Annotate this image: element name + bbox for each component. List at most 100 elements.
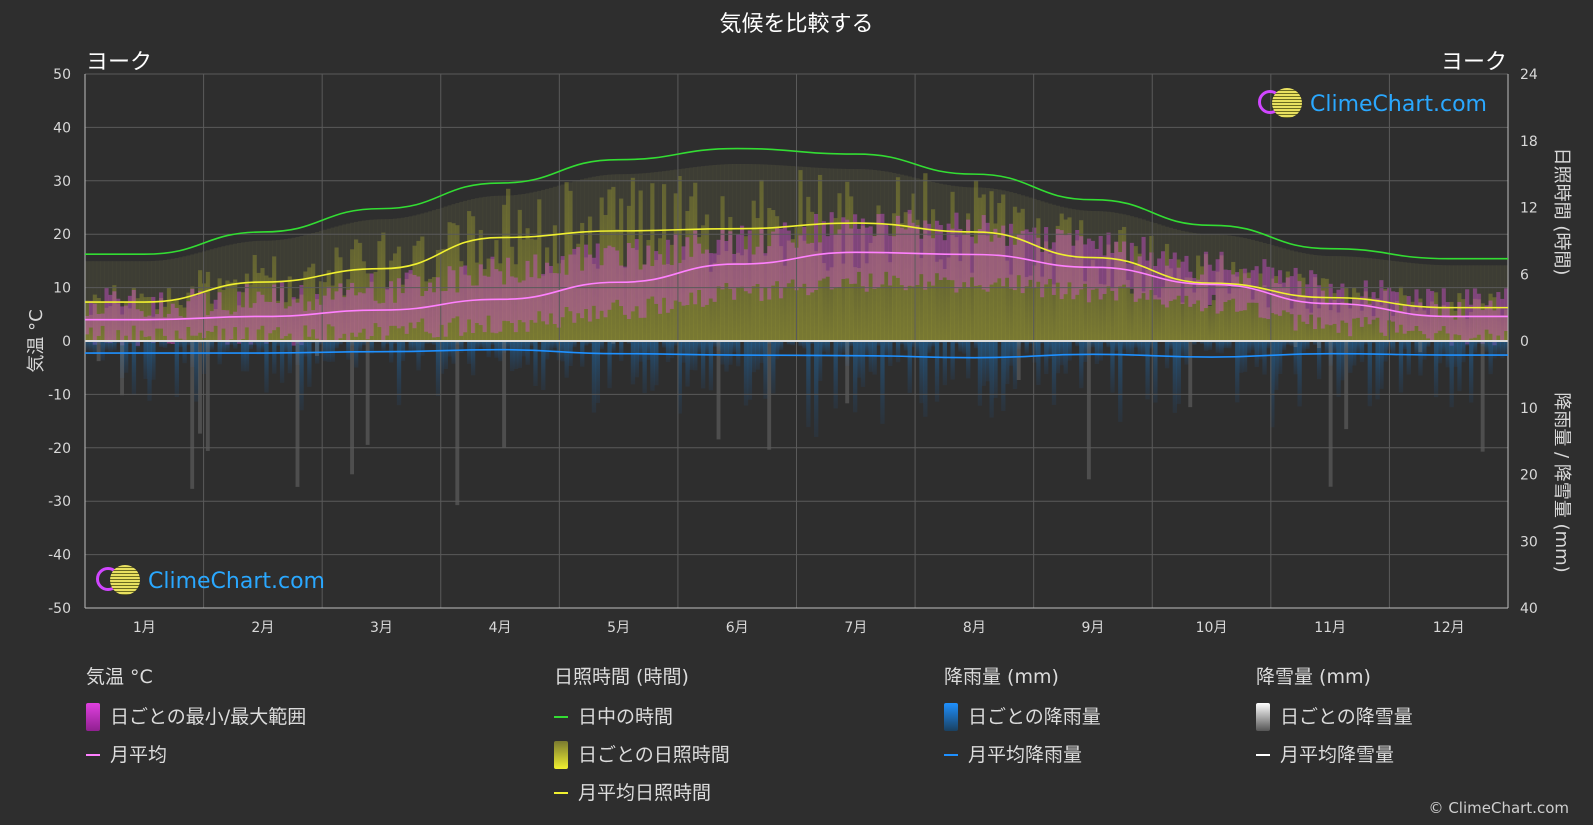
rain-bar xyxy=(732,341,737,353)
sunshine-bar xyxy=(934,261,940,341)
temp-range-bar xyxy=(213,299,218,326)
rain-bar xyxy=(1180,341,1185,356)
sunshine-bar xyxy=(1129,293,1135,341)
sunshine-bar xyxy=(482,269,487,341)
temp-range-bar xyxy=(498,271,503,332)
rain-bar xyxy=(272,341,277,374)
sunshine-bar xyxy=(1219,255,1224,341)
temp-range-bar xyxy=(833,234,838,289)
temp-range-bar xyxy=(790,242,795,280)
temp-range-bar xyxy=(1145,260,1150,300)
temp-range-bar xyxy=(88,300,94,328)
sunshine-bar xyxy=(778,246,784,341)
sunshine-bar xyxy=(693,182,698,341)
sunshine-bar xyxy=(837,193,842,341)
rain-bar xyxy=(1476,341,1482,345)
temp-range-bar xyxy=(311,310,316,330)
temp-range-bar xyxy=(1231,274,1236,299)
rain-bar xyxy=(864,341,870,355)
temp-range-bar xyxy=(1472,288,1478,338)
rain-bar xyxy=(1449,341,1454,408)
sunshine-bar xyxy=(853,267,858,341)
sunshine-bar xyxy=(1102,284,1107,341)
rain-bar xyxy=(1465,341,1470,347)
sunshine-bar xyxy=(1277,283,1283,341)
rain-bar xyxy=(802,341,807,349)
brand-logo-top[interactable]: ClimeChart.com xyxy=(1258,88,1487,120)
temp-range-bar xyxy=(720,229,725,290)
temp-range-bar xyxy=(958,228,963,289)
legend-label: 月平均 xyxy=(110,744,168,766)
rain-bar xyxy=(697,341,702,353)
sunshine-bar xyxy=(755,218,760,341)
rain-bar xyxy=(931,341,936,347)
sunshine-bar xyxy=(112,285,117,341)
rain-bar xyxy=(837,341,842,357)
temp-range-bar xyxy=(1457,302,1462,336)
temp-range-bar xyxy=(623,266,628,315)
temp-range-bar xyxy=(377,303,382,328)
temp-range-bar xyxy=(1437,317,1443,331)
sunshine-bar xyxy=(92,294,98,341)
x-month-label: 6月 xyxy=(726,620,749,636)
sunshine-bar xyxy=(326,270,332,341)
temp-range-bar xyxy=(681,246,686,306)
daylight-bar xyxy=(591,176,597,341)
temp-range-bar xyxy=(533,254,538,323)
daylight-bar xyxy=(283,239,289,341)
y-right-sunshine-tick-label: 12 xyxy=(1520,201,1538,217)
temp-range-bar xyxy=(194,295,199,336)
sunshine-bar xyxy=(1028,275,1033,341)
temp-range-bar xyxy=(677,263,682,302)
daylight-bar xyxy=(400,217,406,341)
rain-bar xyxy=(209,341,215,350)
sunshine-bar xyxy=(611,186,616,341)
brand-logo-bottom[interactable]: ClimeChart.com xyxy=(96,565,325,597)
temp-range-bar xyxy=(903,229,909,291)
sunshine-bar xyxy=(509,246,515,341)
rain-bar xyxy=(474,341,480,350)
rain-bar xyxy=(1406,341,1411,375)
rain-bar xyxy=(591,341,597,413)
rain-bar xyxy=(817,341,823,382)
sunshine-bar xyxy=(365,273,370,341)
temp-range-bar xyxy=(162,317,168,336)
temp-range-bar xyxy=(638,269,643,318)
sunshine-bar xyxy=(1301,277,1306,341)
temp-range-bar xyxy=(279,282,285,339)
legend-label: 月平均日照時間 xyxy=(578,782,712,804)
temp-range-bar xyxy=(1032,227,1037,288)
sunshine-bar xyxy=(1453,310,1458,341)
temp-range-bar xyxy=(853,214,858,284)
rain-bar xyxy=(1250,341,1255,351)
legend-item: 月平均降雪量 xyxy=(1256,736,1413,774)
sunshine-bar xyxy=(1036,218,1041,341)
y-right-sunshine-tick-label: 18 xyxy=(1520,134,1538,150)
rain-bar xyxy=(303,341,308,357)
temp-range-bar xyxy=(763,253,768,288)
temp-range-bar xyxy=(969,236,975,278)
sunshine-bar xyxy=(291,299,296,341)
temp-range-bar xyxy=(1024,229,1029,287)
rain-bar xyxy=(396,341,402,406)
temp-range-bar xyxy=(237,291,242,344)
temp-range-bar xyxy=(506,257,511,322)
rain-bar xyxy=(907,341,912,393)
temp-range-bar xyxy=(1129,242,1135,289)
rain-bar xyxy=(833,341,838,409)
temp-range-bar xyxy=(693,230,698,305)
sunshine-bar xyxy=(307,267,312,341)
sunshine-bar xyxy=(498,263,503,341)
daylight-bar xyxy=(642,173,647,341)
temp-range-bar xyxy=(1254,266,1259,303)
sunshine-bar xyxy=(513,264,519,341)
sunshine-bar xyxy=(276,300,281,341)
sunshine-bar xyxy=(1414,310,1419,341)
temp-range-bar xyxy=(1141,236,1146,294)
rain-bar xyxy=(1005,341,1010,385)
sunshine-bar xyxy=(1422,310,1427,341)
daylight-bar xyxy=(209,249,215,341)
temp-range-bar xyxy=(1192,278,1197,304)
legend-label: 日ごとの最小/最大範囲 xyxy=(110,706,307,728)
grid-lines xyxy=(84,73,1509,609)
